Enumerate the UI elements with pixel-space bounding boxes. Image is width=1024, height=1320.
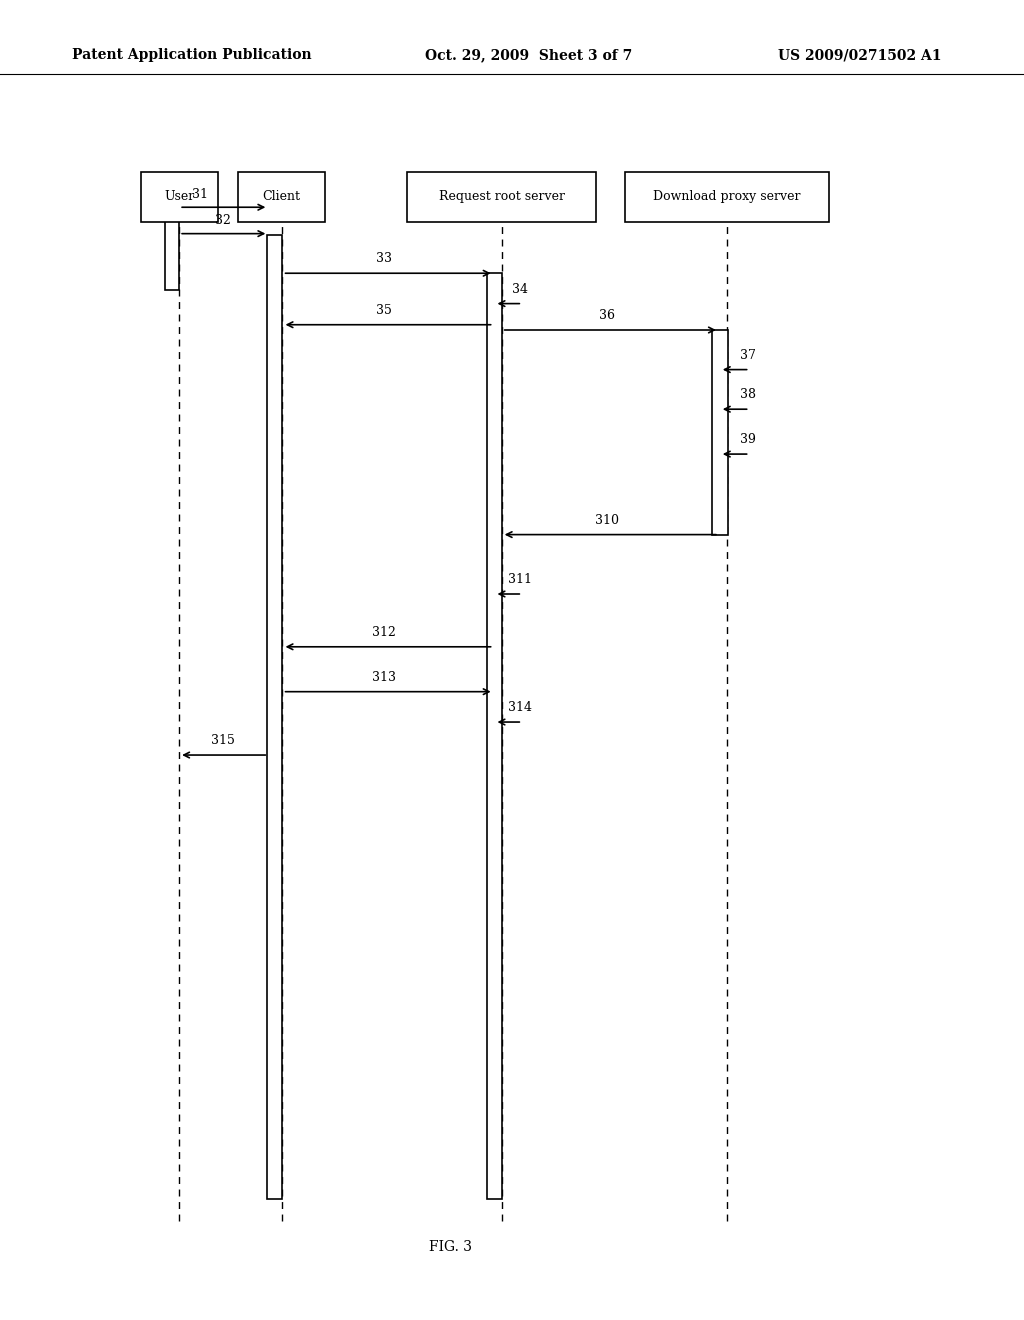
Bar	[140, 172, 217, 222]
Text: 312: 312	[372, 626, 396, 639]
Text: 35: 35	[376, 304, 392, 317]
Text: 314: 314	[508, 701, 532, 714]
Text: User: User	[164, 190, 195, 203]
Text: 33: 33	[376, 252, 392, 265]
Text: 38: 38	[739, 388, 756, 401]
Bar	[238, 172, 326, 222]
Bar	[166, 207, 179, 290]
Text: Client: Client	[262, 190, 301, 203]
Text: FIG. 3: FIG. 3	[429, 1241, 472, 1254]
Text: Oct. 29, 2009  Sheet 3 of 7: Oct. 29, 2009 Sheet 3 of 7	[425, 49, 632, 62]
Bar	[266, 235, 283, 1199]
Text: 315: 315	[211, 734, 236, 747]
Text: Download proxy server: Download proxy server	[653, 190, 801, 203]
Bar	[487, 273, 502, 1199]
Text: 31: 31	[191, 187, 208, 201]
Text: US 2009/0271502 A1: US 2009/0271502 A1	[778, 49, 942, 62]
Text: 39: 39	[739, 433, 756, 446]
Text: 36: 36	[599, 309, 615, 322]
Text: 313: 313	[372, 671, 396, 684]
Text: 32: 32	[215, 214, 231, 227]
Text: Request root server: Request root server	[438, 190, 565, 203]
Text: 311: 311	[508, 573, 532, 586]
Text: 34: 34	[512, 282, 528, 296]
Bar	[713, 330, 727, 535]
Bar	[407, 172, 596, 222]
Text: Patent Application Publication: Patent Application Publication	[72, 49, 311, 62]
Bar	[625, 172, 829, 222]
Text: 37: 37	[739, 348, 756, 362]
Text: 310: 310	[595, 513, 620, 527]
